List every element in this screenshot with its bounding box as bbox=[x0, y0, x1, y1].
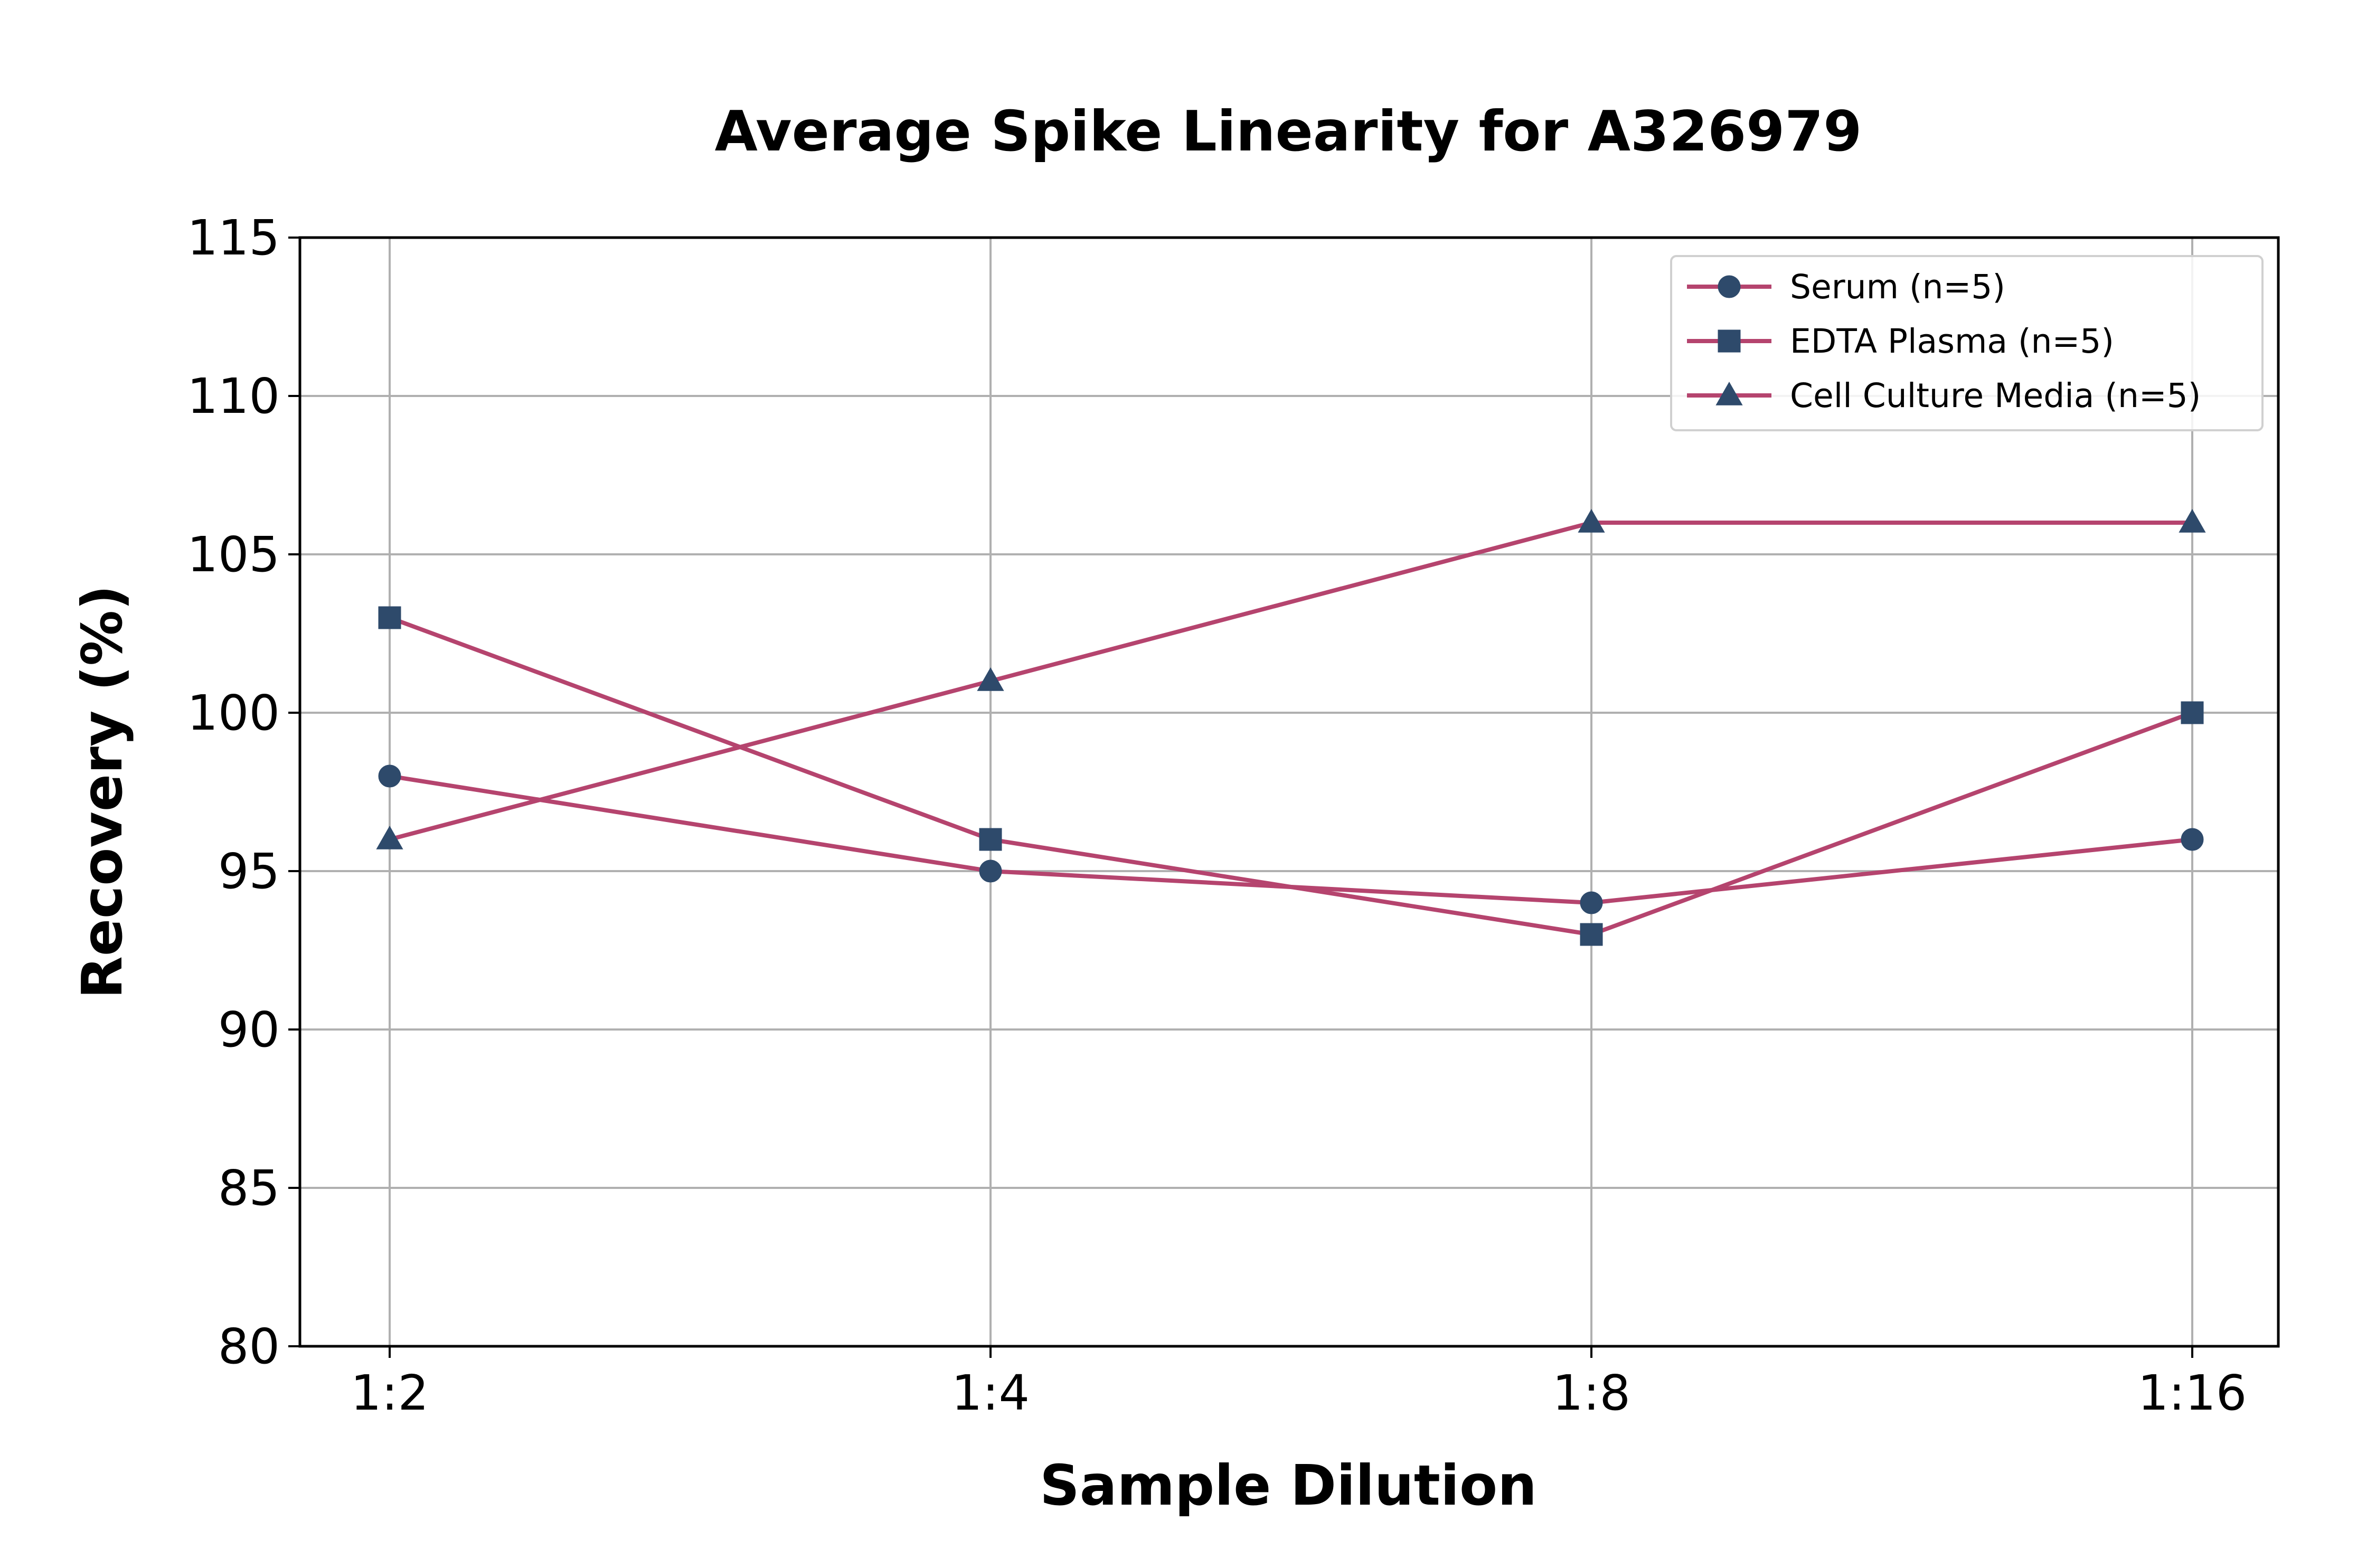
legend-marker-square bbox=[1718, 329, 1741, 353]
data-point-circle bbox=[979, 859, 1002, 883]
legend: Serum (n=5) EDTA Plasma (n=5) Cell Culture… bbox=[1670, 255, 2264, 431]
x-tick-label: 1:2 bbox=[351, 1365, 429, 1421]
y-tick-label: 85 bbox=[218, 1160, 280, 1216]
legend-entry: EDTA Plasma (n=5) bbox=[1687, 322, 2114, 361]
data-point-circle bbox=[1580, 891, 1603, 914]
y-tick-label: 100 bbox=[187, 685, 280, 741]
data-point-triangle bbox=[376, 825, 403, 849]
series-square bbox=[378, 606, 2204, 946]
legend-entry: Serum (n=5) bbox=[1687, 268, 2005, 306]
series-triangle bbox=[376, 508, 2206, 849]
y-tick-label: 95 bbox=[218, 843, 280, 900]
legend-marker-triangle bbox=[1715, 381, 1743, 405]
legend-label: Cell Culture Media (n=5) bbox=[1790, 376, 2201, 415]
data-point-circle bbox=[2181, 828, 2204, 851]
data-point-circle bbox=[378, 764, 401, 788]
y-tick-label: 90 bbox=[218, 1002, 280, 1058]
data-point-square bbox=[1580, 923, 1603, 946]
x-tick-label: 1:4 bbox=[951, 1365, 1030, 1421]
ticks: 80 85 90 95 100 105 110 115 1:2 1:4 1:8 1:16 bbox=[187, 210, 2247, 1421]
legend-entry: Cell Culture Media (n=5) bbox=[1687, 376, 2201, 415]
legend-label: Serum (n=5) bbox=[1790, 268, 2005, 306]
x-axis-label: Sample Dilution bbox=[1040, 1453, 1537, 1518]
y-tick-label: 80 bbox=[218, 1318, 280, 1375]
series-line bbox=[389, 616, 2193, 937]
series-layer bbox=[376, 508, 2206, 946]
data-point-triangle bbox=[1578, 508, 1605, 533]
x-tick-label: 1:8 bbox=[1552, 1365, 1630, 1421]
data-point-triangle bbox=[2179, 508, 2206, 533]
data-point-square bbox=[378, 606, 401, 629]
y-tick-label: 105 bbox=[187, 526, 280, 583]
data-point-triangle bbox=[977, 667, 1004, 691]
x-tick-label: 1:16 bbox=[2138, 1365, 2247, 1421]
plot-area-frame bbox=[298, 236, 2280, 1348]
y-tick-label: 110 bbox=[187, 368, 280, 424]
legend-label: EDTA Plasma (n=5) bbox=[1790, 322, 2114, 361]
data-point-square bbox=[2181, 701, 2204, 724]
y-tick-label: 115 bbox=[187, 210, 280, 266]
legend-box bbox=[1670, 255, 2264, 431]
legend-marker-circle bbox=[1718, 275, 1741, 298]
y-axis-label: Recovery (%) bbox=[70, 585, 135, 999]
series-line bbox=[389, 521, 2192, 842]
chart-title: Average Spike Linearity for A326979 bbox=[715, 99, 1862, 164]
data-point-square bbox=[979, 828, 1002, 851]
